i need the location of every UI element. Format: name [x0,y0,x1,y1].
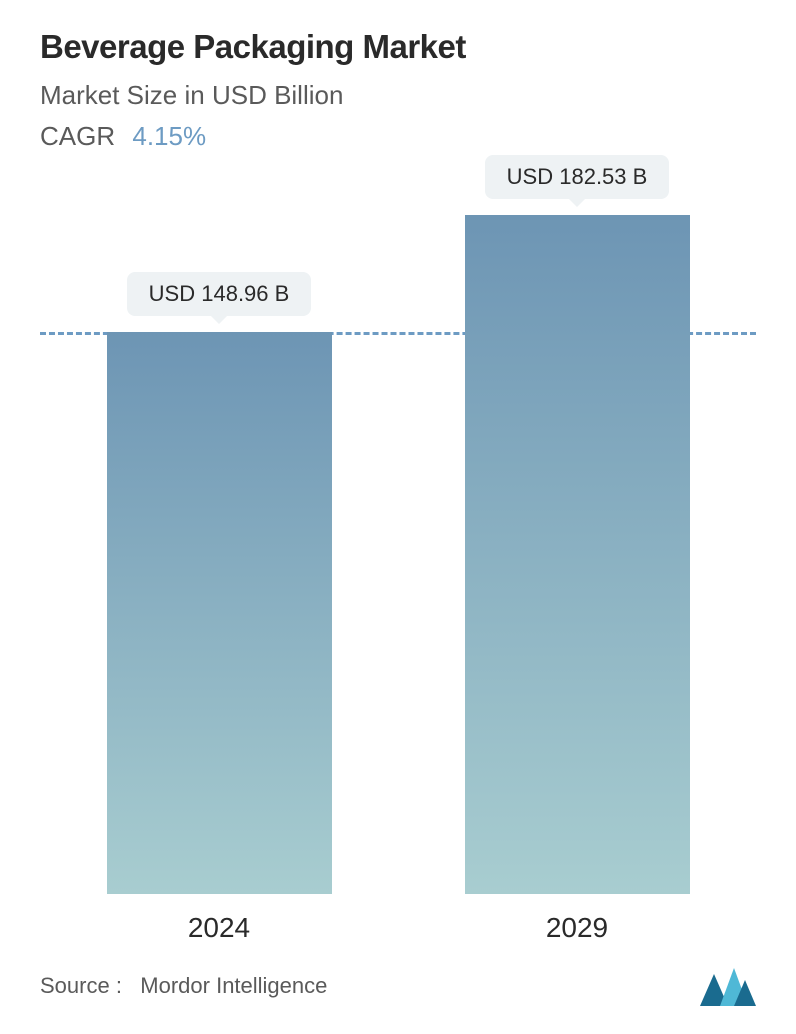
cagr-row: CAGR 4.15% [40,121,756,152]
chart-subtitle: Market Size in USD Billion [40,80,756,111]
source-text: Source : Mordor Intelligence [40,973,327,999]
x-axis-labels: 2024 2029 [40,912,756,944]
cagr-label: CAGR [40,121,115,151]
chart-area: USD 148.96 B USD 182.53 B [40,215,756,894]
bar-2029 [465,215,690,894]
chart-title: Beverage Packaging Market [40,28,756,66]
source-label: Source : [40,973,122,998]
bar-group-2029: USD 182.53 B [447,155,707,894]
value-pill-2029: USD 182.53 B [485,155,670,199]
chart-container: Beverage Packaging Market Market Size in… [0,0,796,1034]
bar-2024 [107,332,332,894]
value-pill-2024: USD 148.96 B [127,272,312,316]
chart-footer: Source : Mordor Intelligence [40,966,756,1006]
x-label-2029: 2029 [447,912,707,944]
bar-group-2024: USD 148.96 B [89,272,349,894]
bars-wrap: USD 148.96 B USD 182.53 B [40,215,756,894]
cagr-value: 4.15% [132,121,206,151]
source-value: Mordor Intelligence [140,973,327,998]
brand-logo-icon [700,966,756,1006]
x-label-2024: 2024 [89,912,349,944]
